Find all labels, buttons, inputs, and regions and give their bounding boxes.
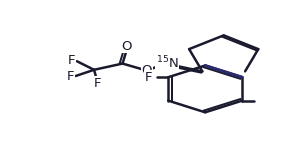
- Text: O: O: [122, 40, 132, 53]
- Text: $^{15}$N: $^{15}$N: [156, 54, 179, 71]
- Text: F: F: [68, 54, 76, 67]
- Text: F: F: [144, 71, 152, 84]
- Text: O: O: [142, 64, 152, 77]
- Text: F: F: [94, 77, 101, 90]
- Text: F: F: [67, 70, 74, 83]
